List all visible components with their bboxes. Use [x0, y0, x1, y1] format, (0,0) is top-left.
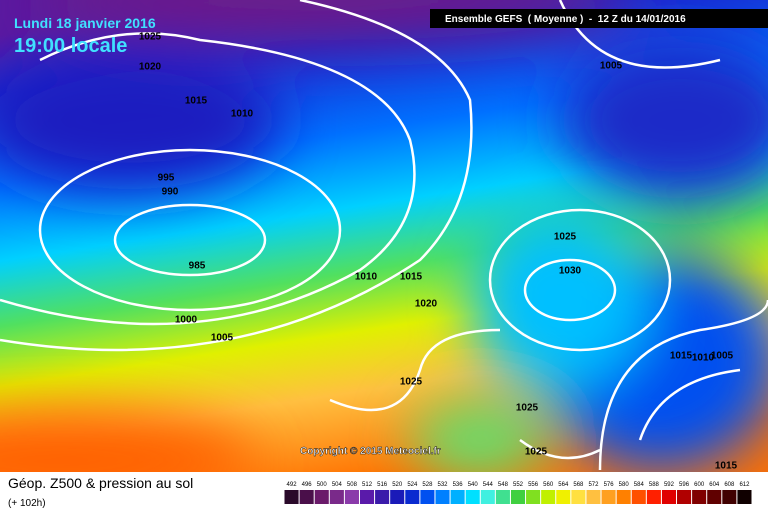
footer-lead: (+ 102h) — [8, 498, 46, 509]
legend-label: 508 — [347, 482, 358, 488]
legend-swatch — [375, 490, 390, 504]
isobar-label: 1010 — [355, 272, 378, 283]
legend-swatch — [601, 490, 616, 504]
legend-label: 556 — [528, 482, 539, 488]
isobar-label: 1015 — [670, 351, 693, 362]
legend-swatch — [390, 490, 405, 504]
legend-swatch — [465, 490, 480, 504]
legend-swatch — [556, 490, 571, 504]
isobar-label: 1000 — [175, 315, 198, 326]
legend-label: 564 — [558, 482, 569, 488]
legend-label: 568 — [573, 482, 584, 488]
legend: 492 496 500 504 508 512 516 520 524 528 532 536 540 5… — [284, 482, 752, 504]
legend-label: 500 — [317, 482, 328, 488]
legend-swatch — [344, 490, 359, 504]
isobar-label: 1015 — [715, 461, 738, 472]
legend-swatch — [646, 490, 661, 504]
legend-swatch — [707, 490, 722, 504]
legend-label: 596 — [679, 482, 690, 488]
legend-label: 588 — [649, 482, 660, 488]
footer-title: Géop. Z500 & pression au sol — [8, 475, 193, 491]
legend-label: 544 — [483, 482, 494, 488]
legend-label: 512 — [362, 482, 373, 488]
isobar-label: 995 — [158, 173, 175, 184]
legend-swatch — [314, 490, 329, 504]
legend-label: 552 — [513, 482, 524, 488]
legend-label: 560 — [543, 482, 554, 488]
legend-label: 608 — [724, 482, 735, 488]
isobar-label: 1020 — [139, 62, 162, 73]
isobar-label: 1025 — [400, 377, 423, 388]
legend-label: 492 — [287, 482, 298, 488]
isobar-label: 1010 — [692, 353, 715, 364]
legend-label: 600 — [694, 482, 705, 488]
legend-swatch — [435, 490, 450, 504]
legend-swatch — [480, 490, 495, 504]
legend-swatch — [299, 490, 314, 504]
legend-swatch — [631, 490, 646, 504]
isobar-label: 1010 — [231, 109, 254, 120]
legend-swatch — [329, 490, 344, 504]
legend-label: 520 — [392, 482, 403, 488]
legend-label: 580 — [619, 482, 630, 488]
legend-label: 516 — [377, 482, 388, 488]
isobar-label: 1025 — [525, 447, 548, 458]
legend-swatch — [661, 490, 677, 504]
legend-swatch — [692, 490, 707, 504]
legend-label: 612 — [739, 482, 750, 488]
legend-label: 592 — [664, 482, 675, 488]
time: 19:00 locale — [14, 35, 127, 57]
legend-swatch — [526, 490, 541, 504]
legend-swatch — [722, 490, 737, 504]
legend-label: 536 — [453, 482, 464, 488]
legend-swatch — [616, 490, 631, 504]
legend-label: 604 — [709, 482, 720, 488]
legend-swatch — [420, 490, 435, 504]
isobars — [0, 0, 768, 470]
legend-swatch — [359, 490, 375, 504]
isobar-label: 1005 — [711, 351, 734, 362]
isobar-label: 1025 — [139, 32, 162, 43]
legend-swatch — [495, 490, 510, 504]
legend-label: 528 — [422, 482, 433, 488]
isobar-label: 1020 — [415, 299, 438, 310]
legend-label: 576 — [604, 482, 615, 488]
legend-label: 496 — [302, 482, 313, 488]
legend-swatch — [405, 490, 420, 504]
run: Ensemble GEFS ( Moyenne ) - 12 Z du 14/0… — [445, 14, 686, 25]
isobar-label: 1025 — [516, 403, 539, 414]
legend-swatch — [510, 490, 526, 504]
legend-label: 584 — [634, 482, 645, 488]
isobar-label: 1015 — [185, 96, 208, 107]
legend-swatch — [586, 490, 601, 504]
copyright: Copyright © 2015 Meteociel.fr — [300, 446, 441, 457]
legend-label: 524 — [407, 482, 418, 488]
isobar-label: 1025 — [554, 232, 577, 243]
run-box — [430, 9, 768, 28]
isobar-label: 1005 — [600, 61, 623, 72]
isobar-label: 1030 — [559, 266, 582, 277]
legend-swatch — [737, 490, 752, 504]
legend-swatch — [677, 490, 692, 504]
legend-swatch — [284, 490, 299, 504]
legend-swatch — [541, 490, 556, 504]
legend-swatch — [571, 490, 586, 504]
legend-label: 572 — [588, 482, 599, 488]
legend-label: 504 — [332, 482, 343, 488]
isobar-label: 990 — [162, 187, 179, 198]
legend-label: 532 — [438, 482, 449, 488]
date: Lundi 18 janvier 2016 — [14, 15, 156, 31]
legend-label: 540 — [468, 482, 479, 488]
isobar-label: 1015 — [400, 272, 423, 283]
isobar-label: 985 — [189, 261, 206, 272]
isobar-label: 1005 — [211, 333, 234, 344]
legend-swatch — [450, 490, 465, 504]
legend-label: 548 — [498, 482, 509, 488]
